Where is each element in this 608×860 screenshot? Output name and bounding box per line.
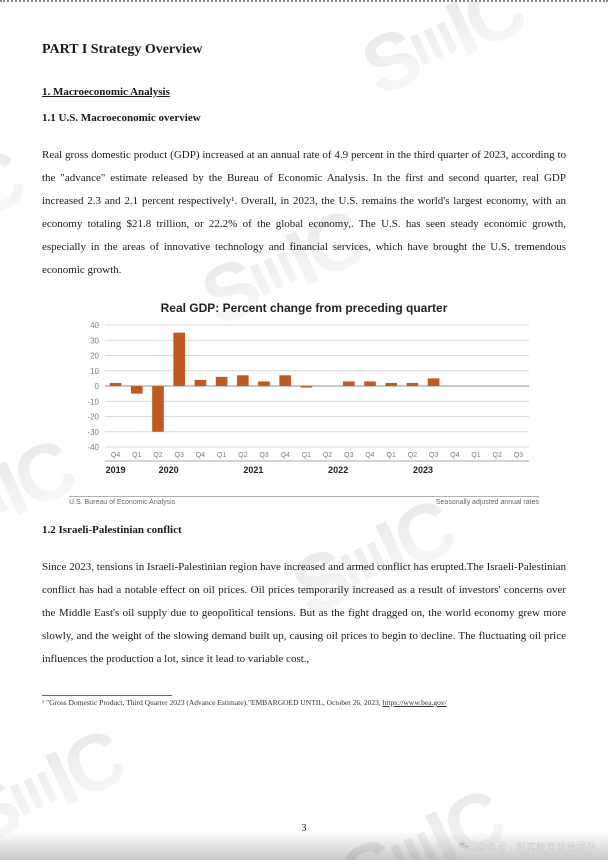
svg-text:2021: 2021 — [243, 465, 263, 475]
chart-footer-row: U.S. Bureau of Economic Analysis Seasona… — [69, 496, 539, 506]
paragraph-12: Since 2023, tensions in Israeli-Palestin… — [42, 556, 566, 671]
svg-text:Q3: Q3 — [259, 452, 268, 459]
chart-source: U.S. Bureau of Economic Analysis — [69, 499, 175, 506]
chart-title: Real GDP: Percent change from preceding … — [69, 301, 539, 315]
svg-text:40: 40 — [90, 321, 99, 330]
svg-text:Q2: Q2 — [153, 452, 162, 459]
svg-text:Q1: Q1 — [132, 452, 141, 459]
svg-text:Q2: Q2 — [408, 452, 417, 459]
gdp-chart: Real GDP: Percent change from preceding … — [69, 301, 539, 494]
chart-svg: 40 30 20 10 0 -10 -20 -30 -40 Q4 Q1 Q2 Q3 Q4 Q1 Q2 Q3 Q4 Q… — [69, 319, 539, 489]
chart-note: Seasonally adjusted annual rates — [436, 499, 539, 506]
svg-text:Q1: Q1 — [217, 452, 226, 459]
footnote-rule — [42, 695, 172, 696]
svg-text:30: 30 — [90, 336, 99, 345]
svg-text:Q2: Q2 — [323, 452, 332, 459]
footnote-1: ¹ "Gross Domestic Product, Third Quarter… — [42, 698, 566, 708]
svg-text:-20: -20 — [87, 412, 99, 421]
svg-text:Q3: Q3 — [514, 452, 523, 459]
footer-bar: 公众号 · 思客教育背景提升 — [0, 832, 608, 860]
svg-text:Q4: Q4 — [281, 452, 290, 459]
heading-section-1: 1. Macroeconomic Analysis — [42, 86, 566, 98]
svg-text:0: 0 — [95, 382, 100, 391]
footer-label: 公众号 · 思客教育背景提升 — [477, 839, 596, 854]
svg-text:Q1: Q1 — [302, 452, 311, 459]
svg-text:Q4: Q4 — [111, 452, 120, 459]
footnote-link[interactable]: https://www.bea.gov/ — [383, 698, 447, 707]
page: SıııIC SıııIC SıııIC SıııIC SıııIC SıııI… — [0, 0, 608, 860]
svg-text:10: 10 — [90, 366, 99, 375]
svg-text:2019: 2019 — [106, 465, 126, 475]
paragraph-11: Real gross domestic product (GDP) increa… — [42, 144, 566, 283]
svg-text:Q1: Q1 — [471, 452, 480, 459]
wechat-icon — [457, 839, 471, 853]
heading-sub-12: 1.2 Israeli-Palestinian conflict — [42, 524, 566, 536]
svg-text:Q4: Q4 — [365, 452, 374, 459]
footnote-text: ¹ "Gross Domestic Product, Third Quarter… — [42, 698, 383, 707]
content: PART I Strategy Overview 1. Macroeconomi… — [0, 2, 608, 758]
svg-text:Q4: Q4 — [450, 452, 459, 459]
svg-text:-10: -10 — [87, 397, 99, 406]
svg-text:Q2: Q2 — [238, 452, 247, 459]
heading-part: PART I Strategy Overview — [42, 42, 566, 58]
svg-text:2022: 2022 — [328, 465, 348, 475]
svg-text:Q1: Q1 — [387, 452, 396, 459]
svg-text:Q3: Q3 — [175, 452, 184, 459]
svg-text:2023: 2023 — [413, 465, 433, 475]
svg-text:Q3: Q3 — [344, 452, 353, 459]
svg-text:-30: -30 — [87, 427, 99, 436]
heading-sub-11: 1.1 U.S. Macroeconomic overview — [42, 112, 566, 124]
svg-text:Q3: Q3 — [429, 452, 438, 459]
svg-text:-40: -40 — [87, 443, 99, 452]
svg-text:Q2: Q2 — [493, 452, 502, 459]
svg-text:20: 20 — [90, 351, 99, 360]
svg-text:Q4: Q4 — [196, 452, 205, 459]
svg-text:2020: 2020 — [159, 465, 179, 475]
